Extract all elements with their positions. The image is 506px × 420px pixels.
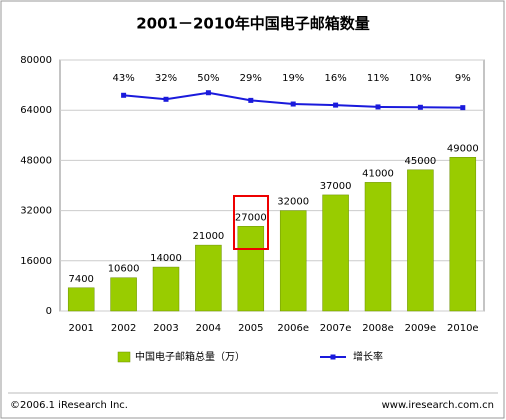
x-tick-label: 2009e bbox=[405, 323, 437, 334]
marks: 0 16000 32000 48000 64000 80000 2001 2002 2003 20… bbox=[20, 55, 484, 363]
line-marker bbox=[333, 102, 339, 108]
line-marker bbox=[163, 96, 169, 102]
line-value-label: 50% bbox=[197, 73, 219, 84]
bar-value-label: 7400 bbox=[68, 274, 93, 285]
line-value-label: 10% bbox=[409, 73, 431, 84]
line-value-label: 43% bbox=[112, 73, 134, 84]
line-marker bbox=[248, 97, 254, 103]
bar bbox=[407, 169, 434, 312]
y-tick-label: 48000 bbox=[20, 155, 52, 166]
bar-value-label: 21000 bbox=[192, 231, 224, 242]
bar-value-label: 45000 bbox=[404, 156, 436, 167]
line-marker bbox=[121, 92, 127, 98]
x-tick-label: 2008e bbox=[362, 323, 394, 334]
line-value-label: 16% bbox=[324, 73, 346, 84]
legend-label: 中国电子邮箱总量（万） bbox=[135, 350, 245, 363]
x-tick-label: 2007e bbox=[320, 323, 352, 334]
x-tick-label: 2002 bbox=[111, 323, 136, 334]
line-value-label: 19% bbox=[282, 73, 304, 84]
bar bbox=[237, 226, 265, 312]
footer-left: ©2006.1 iResearch Inc. bbox=[10, 400, 128, 411]
line-marker bbox=[205, 90, 211, 96]
y-tick-label: 16000 bbox=[20, 256, 52, 267]
line-marker bbox=[375, 104, 381, 110]
x-tick-label: 2004 bbox=[196, 323, 221, 334]
bar-value-label: 27000 bbox=[235, 212, 267, 223]
highlight-box bbox=[233, 195, 269, 250]
y-tick-label: 80000 bbox=[20, 55, 52, 66]
bar bbox=[322, 194, 349, 312]
line-value-label: 11% bbox=[367, 73, 389, 84]
x-tick-label: 2010e bbox=[447, 323, 479, 334]
legend-label: 增长率 bbox=[353, 350, 383, 363]
bar-value-label: 10600 bbox=[108, 264, 140, 275]
line-value-label: 32% bbox=[155, 73, 177, 84]
bar bbox=[449, 157, 477, 312]
x-tick-label: 2006e bbox=[277, 323, 309, 334]
legend-swatch bbox=[330, 354, 336, 360]
y-tick-label: 32000 bbox=[20, 206, 52, 217]
line-value-label: 9% bbox=[455, 73, 471, 84]
bar-value-label: 37000 bbox=[320, 181, 352, 192]
line-marker bbox=[460, 105, 466, 111]
bar-value-label: 14000 bbox=[150, 253, 182, 264]
bar bbox=[67, 287, 95, 312]
bar bbox=[364, 182, 392, 312]
y-tick-label: 0 bbox=[46, 306, 52, 317]
line-marker bbox=[290, 101, 296, 107]
chart-title: 2001－2010年中国电子邮箱数量 bbox=[136, 15, 370, 33]
bar bbox=[279, 210, 307, 312]
bar bbox=[110, 277, 137, 312]
x-tick-label: 2001 bbox=[68, 323, 93, 334]
x-tick-label: 2003 bbox=[153, 323, 178, 334]
bar bbox=[195, 244, 222, 312]
bar-value-label: 41000 bbox=[362, 168, 394, 179]
line-marker bbox=[417, 104, 423, 110]
legend-swatch bbox=[117, 351, 131, 363]
bar bbox=[152, 266, 180, 312]
line-value-label: 29% bbox=[240, 73, 262, 84]
bar-value-label: 49000 bbox=[447, 143, 479, 154]
x-tick-label: 2005 bbox=[238, 323, 263, 334]
bar-value-label: 32000 bbox=[277, 197, 309, 208]
y-tick-label: 64000 bbox=[20, 105, 52, 116]
footer-right: www.iresearch.com.cn bbox=[382, 400, 494, 411]
